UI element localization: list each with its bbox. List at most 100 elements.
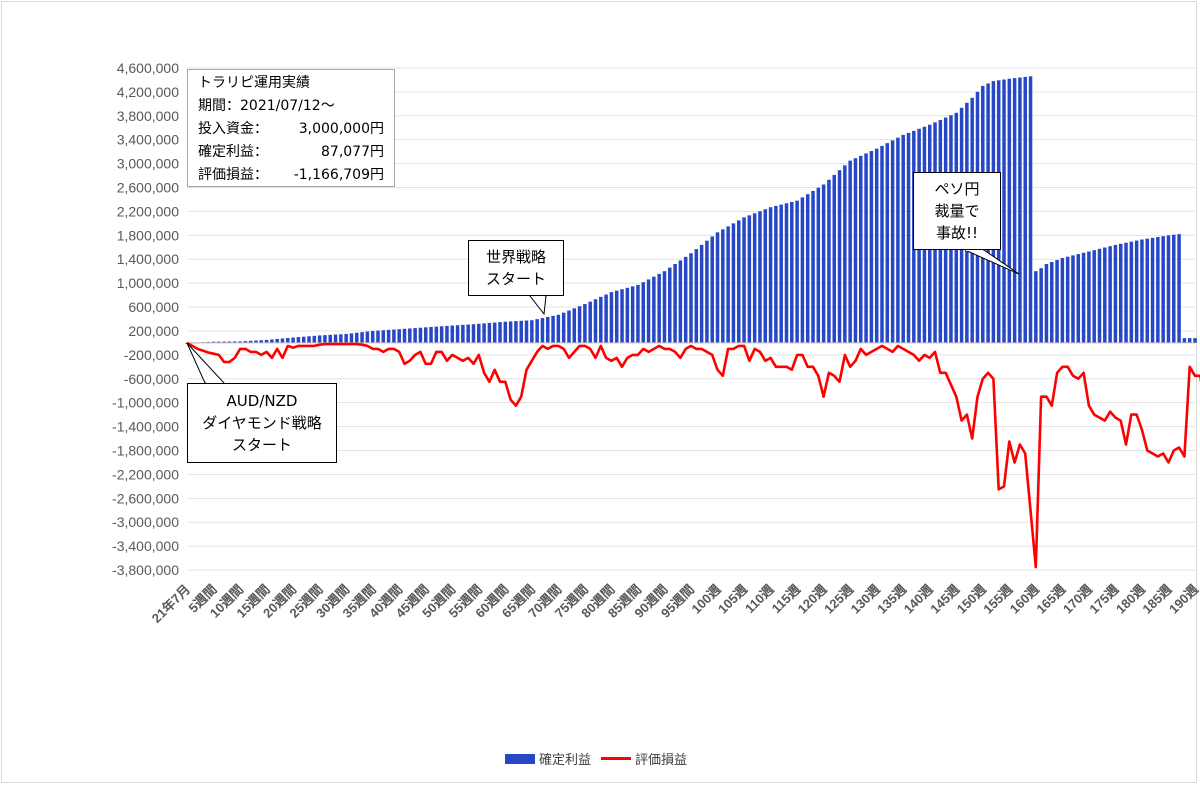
bar-realized-profit [1134,240,1139,343]
y-tick-label: 3,000,000 [117,156,179,172]
bar-realized-profit [800,197,805,343]
bar-realized-profit [901,134,905,343]
bar-realized-profit [227,341,232,343]
y-tick-label: 4,200,000 [117,84,179,100]
bar-realized-profit [243,341,248,343]
bar-realized-profit [264,339,269,343]
bar-realized-profit [1166,235,1171,343]
callout-line: スタート [231,436,292,454]
x-tick-label: 185週 [1139,582,1174,617]
bar-realized-profit [827,179,831,343]
bar-realized-profit [360,332,364,343]
bar-realized-profit [1150,237,1155,343]
callout-pointer-world [528,295,547,316]
y-tick-label: -2,600,000 [112,490,179,506]
bar-realized-profit [869,151,874,343]
bar-realized-profit [742,217,746,343]
bar-realized-profit [625,287,630,343]
x-tick-label: 135週 [874,582,909,617]
bar-realized-profit [546,316,550,343]
y-tick-label: -200,000 [124,347,179,363]
y-tick-label: 4,600,000 [117,60,179,76]
bar-realized-profit [620,289,624,343]
bar-realized-profit [837,170,842,343]
x-tick-label: 190週 [1166,582,1200,617]
x-tick-label: 130週 [848,582,883,617]
bar-realized-profit [1065,256,1070,343]
callout-line: 世界戦略 [485,248,546,266]
bar-realized-profit [339,334,343,343]
bar-realized-profit [1103,247,1107,343]
bar-realized-profit [413,328,417,343]
y-tick-label: 3,400,000 [117,132,179,148]
y-tick-label: 200,000 [128,323,179,339]
bar-realized-profit [1060,258,1065,343]
bar-realized-profit [657,273,661,343]
info-row-unrealized: 評価損益： -1,166,709円 [198,164,384,187]
callout-line: スタート [485,270,546,288]
info-value: 3,000,000円 [298,121,384,137]
x-tick-label: 180週 [1113,582,1148,617]
bar-realized-profit [307,336,311,343]
bar-realized-profit [678,260,683,343]
bar-realized-profit [1172,234,1176,343]
bar-realized-profit [1012,78,1017,343]
bar-realized-profit [790,201,794,343]
bar-realized-profit [514,321,518,343]
y-tick-label: -1,000,000 [112,395,179,411]
bar-realized-profit [1187,338,1192,343]
bar-realized-profit [503,321,508,343]
bar-realized-profit [763,209,768,343]
bar-realized-profit [1124,242,1128,343]
y-tick-label: -1,400,000 [112,419,179,435]
bar-realized-profit [508,321,513,343]
line-unrealized-pl [186,341,1200,569]
info-row-realized: 確定利益： 87,077円 [198,141,384,164]
y-tick-label: 1,800,000 [117,227,179,243]
bar-realized-profit [312,335,317,343]
bar-realized-profit [752,213,757,343]
bar-realized-profit [556,314,561,343]
info-label: 確定利益： [198,144,268,160]
bar-realized-profit [365,331,370,343]
bar-realized-profit [885,143,890,343]
chart-legend: 確定利益 評価損益 [505,749,687,768]
y-tick-label: -1,800,000 [112,443,179,459]
bar-realized-profit [1140,239,1144,343]
performance-info-box: トラリピ運用実績 期間：2021/07/12～ 投入資金： 3,000,000円… [187,69,395,187]
callout-pointer-audnzd [186,342,226,384]
bar-realized-profit [1050,262,1054,343]
bar-realized-profit [402,328,407,343]
bar-realized-profit [408,328,412,343]
bar-realized-profit [843,165,847,343]
bar-realized-profit [1113,244,1118,343]
y-tick-label: -3,800,000 [112,562,179,578]
y-tick-label: 1,400,000 [117,251,179,267]
bar-realized-profit [445,325,449,343]
bar-realized-profit [1076,254,1081,343]
bar-realized-profit [609,292,614,343]
bar-realized-profit [381,330,386,343]
bar-realized-profit [217,341,221,343]
bar-realized-profit [1092,250,1096,343]
bar-realized-profit [572,308,577,343]
x-tick-label: 170週 [1060,582,1095,617]
bar-realized-profit [832,174,836,343]
bar-realized-profit [1039,268,1043,343]
bar-realized-profit [423,327,428,343]
bar-realized-profit [280,338,285,343]
bar-realized-profit [1182,338,1187,343]
x-tick-label: 110週 [742,582,777,617]
bar-realized-profit [370,330,375,343]
bar-realized-profit [455,325,460,343]
bar-realized-profit [1002,79,1006,343]
bar-realized-profit [853,158,858,343]
bar-realized-profit [593,299,598,343]
bar-realized-profit [1071,255,1075,343]
callout-line: AUD/NZD [226,392,298,410]
bar-realized-profit [705,240,709,343]
bar-realized-profit [710,236,714,343]
bar-realized-profit [540,318,545,343]
